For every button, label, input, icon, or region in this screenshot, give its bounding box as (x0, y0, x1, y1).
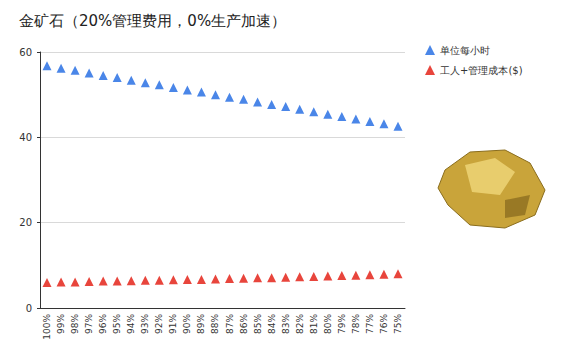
svg-text:98%: 98% (70, 314, 80, 334)
svg-text:工人+管理成本($): 工人+管理成本($) (440, 65, 523, 76)
svg-text:75%: 75% (393, 314, 403, 334)
svg-text:86%: 86% (239, 314, 249, 334)
svg-text:80%: 80% (323, 314, 333, 334)
svg-text:85%: 85% (253, 314, 263, 334)
svg-text:100%: 100% (42, 314, 52, 340)
svg-text:90%: 90% (182, 314, 192, 334)
svg-text:84%: 84% (267, 314, 277, 334)
svg-text:76%: 76% (379, 314, 389, 334)
svg-text:60: 60 (19, 47, 32, 58)
svg-text:78%: 78% (351, 314, 361, 334)
svg-text:89%: 89% (196, 314, 206, 334)
svg-text:83%: 83% (281, 314, 291, 334)
svg-text:79%: 79% (337, 314, 347, 334)
svg-text:91%: 91% (168, 314, 178, 334)
svg-text:94%: 94% (126, 314, 136, 334)
svg-text:95%: 95% (112, 314, 122, 334)
svg-text:单位每小时: 单位每小时 (440, 45, 490, 56)
svg-text:82%: 82% (295, 314, 305, 334)
svg-text:87%: 87% (225, 314, 235, 334)
svg-text:20: 20 (19, 217, 32, 228)
svg-text:81%: 81% (309, 314, 319, 334)
svg-text:88%: 88% (210, 314, 220, 334)
svg-text:93%: 93% (140, 314, 150, 334)
svg-text:99%: 99% (56, 314, 66, 334)
svg-text:40: 40 (19, 132, 32, 143)
svg-text:92%: 92% (154, 314, 164, 334)
svg-text:96%: 96% (98, 314, 108, 334)
svg-text:0: 0 (26, 303, 32, 314)
svg-text:97%: 97% (84, 314, 94, 334)
svg-text:77%: 77% (365, 314, 375, 334)
svg-text:金矿石（20%管理费用，0%生产加速）: 金矿石（20%管理费用，0%生产加速） (19, 12, 286, 30)
